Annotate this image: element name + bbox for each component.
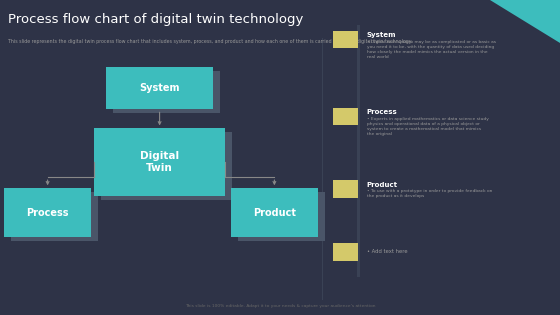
Polygon shape	[490, 0, 560, 43]
Text: Product: Product	[367, 182, 398, 188]
FancyBboxPatch shape	[357, 25, 360, 277]
Text: • Digital twin system may be as complicated or as basic as
you need it to be, wi: • Digital twin system may be as complica…	[367, 40, 496, 59]
FancyBboxPatch shape	[333, 243, 358, 261]
FancyBboxPatch shape	[231, 188, 318, 237]
Text: Process flow chart of digital twin technology: Process flow chart of digital twin techn…	[8, 13, 304, 26]
FancyBboxPatch shape	[106, 67, 213, 110]
Text: System: System	[367, 32, 396, 38]
FancyBboxPatch shape	[101, 132, 232, 200]
FancyBboxPatch shape	[237, 192, 324, 241]
FancyBboxPatch shape	[333, 108, 358, 125]
FancyBboxPatch shape	[333, 31, 358, 48]
Text: Digital
Twin: Digital Twin	[140, 152, 179, 173]
Text: Process: Process	[367, 110, 398, 116]
Text: System: System	[139, 83, 180, 93]
FancyBboxPatch shape	[94, 129, 225, 196]
Text: • Experts in applied mathematics or data science study
physics and operational d: • Experts in applied mathematics or data…	[367, 117, 489, 136]
FancyBboxPatch shape	[333, 180, 358, 198]
Text: This slide represents the digital twin process flow chart that includes system, : This slide represents the digital twin p…	[8, 39, 413, 44]
Text: Product: Product	[253, 208, 296, 218]
Text: This slide is 100% editable. Adapt it to your needs & capture your audience's at: This slide is 100% editable. Adapt it to…	[185, 304, 375, 308]
Text: Process: Process	[26, 208, 69, 218]
FancyBboxPatch shape	[11, 192, 98, 241]
FancyBboxPatch shape	[4, 188, 91, 237]
Text: • Add text here: • Add text here	[367, 249, 408, 254]
Text: • To use with a prototype in order to provide feedback on
the product as it deve: • To use with a prototype in order to pr…	[367, 189, 492, 198]
FancyBboxPatch shape	[113, 71, 220, 113]
